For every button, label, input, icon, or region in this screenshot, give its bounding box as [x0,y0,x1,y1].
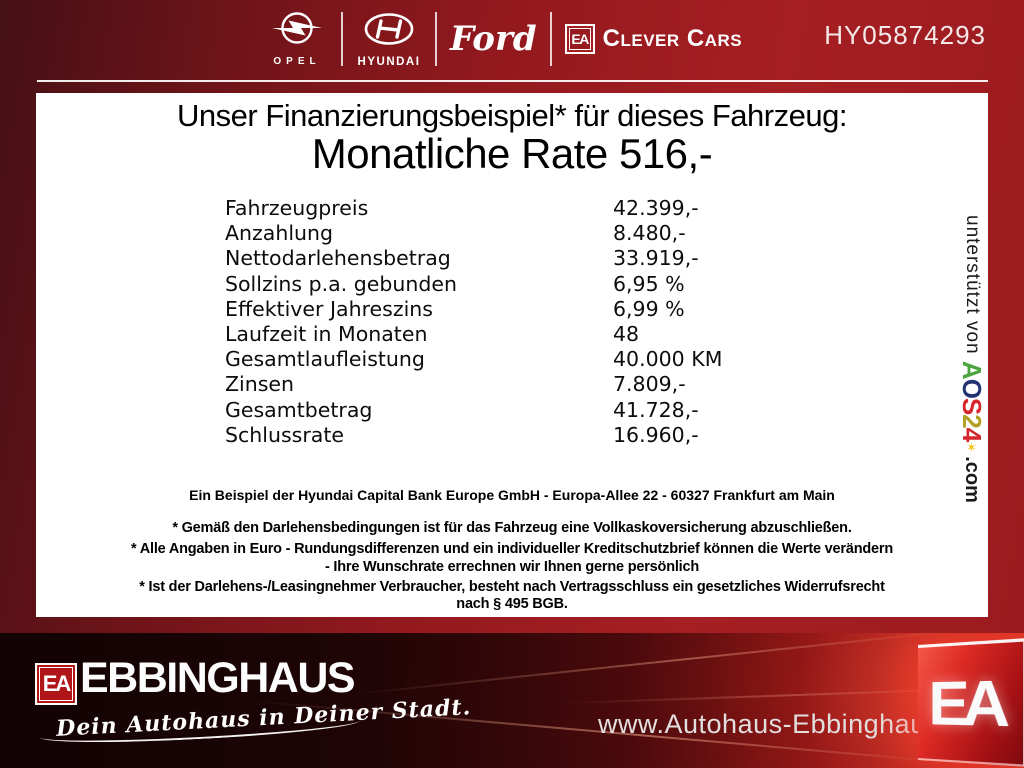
table-row: Fahrzeugpreis 42.399,- [225,196,845,221]
row-label: Schlussrate [225,422,344,447]
finance-title: Unser Finanzierungsbeispiel* für dieses … [177,98,847,133]
row-value: 6,95 % [613,271,685,296]
aos24-logo-letter: S [957,397,987,415]
bank-example-line: Ein Beispiel der Hyundai Capital Bank Eu… [189,487,835,503]
table-row: Nettodarlehensbetrag 33.919,- [225,246,845,271]
row-label: Sollzins p.a. gebunden [225,271,457,296]
hyundai-wordmark: HYUNDAI [357,56,421,68]
row-value: 8.480,- [613,221,686,246]
aos24-logo-letter: 4 [957,427,987,442]
row-value: 6,99 % [613,296,685,321]
aos24-domain-suffix: .com [961,456,983,503]
footer-bar: EA EBBINGHAUS Dein Autohaus in Deiner St… [0,633,1024,768]
finance-panel: Unser Finanzierungsbeispiel* für dieses … [36,93,988,617]
ea-box-icon: EA [564,24,595,54]
footnote-line: * Gemäß den Darlehensbedingungen ist für… [172,520,852,536]
supported-by-label: unterstützt von [962,215,983,361]
ford-script-icon: Ford [450,19,537,59]
aos24-star-icon: ✶ [965,441,980,457]
ebbinghaus-ea-badge-icon: EA [35,663,77,705]
aos24-logo-letter: O [957,378,987,398]
table-row: Effektiver Jahreszins 6,99 % [225,297,845,322]
table-row: Laufzeit in Monaten 48 [225,322,845,347]
ea-badge-letters: EA [42,671,72,696]
row-label: Laufzeit in Monaten [225,321,428,346]
aos24-logo-letter: 2 [957,414,987,428]
row-label: Gesamtlaufleistung [225,347,425,372]
ea-box-letters: EA [571,31,589,47]
clever-cars-logo: EA Clever Cars [564,10,743,68]
table-row: Sollzins p.a. gebunden 6,95 % [225,272,845,297]
opel-blitz-icon [266,10,328,51]
brand-logo-row: OPEL HYUNDAI Ford EA [266,10,742,68]
ebbinghaus-wordmark: EBBINGHAUS [80,654,356,702]
header-divider-line [37,80,988,82]
brand-divider [435,12,437,66]
aos24-logo-letter: A [957,360,987,379]
clever-cars-wordmark: Clever Cars [602,25,743,52]
monthly-rate-title: Monatliche Rate 516,- [311,130,713,177]
brand-divider [341,12,343,66]
row-value: 16.960,- [613,422,699,447]
row-value: 7.809,- [613,372,686,397]
ford-logo: Ford [450,10,537,68]
footnote-line: nach § 495 BGB. [456,596,568,612]
row-label: Anzahlung [225,221,334,246]
footnote-line: * Alle Angaben in Euro - Rundungsdiffere… [131,541,893,557]
vehicle-id: HY05874293 [824,20,986,50]
table-row: Anzahlung 8.480,- [225,221,845,246]
brand-divider [549,12,552,66]
opel-wordmark: OPEL [273,56,321,67]
table-row: Schlussrate 16.960,- [225,423,845,448]
row-value: 40.000 KM [613,347,723,372]
row-value: 48 [613,321,640,346]
table-row: Gesamtlaufleistung 40.000 KM [225,347,845,372]
footnote-line: * Ist der Darlehens-/Leasingnehmer Verbr… [139,579,885,595]
light-ray [559,687,979,705]
row-value: 41.728,- [613,397,699,422]
row-value: 42.399,- [613,196,699,220]
opel-logo: OPEL [266,10,328,67]
footnote-line: - Ihre Wunschrate errechnen wir Ihnen ge… [324,559,700,575]
row-label: Nettodarlehensbetrag [225,246,451,271]
row-label: Fahrzeugpreis [225,196,369,220]
ea-3d-logo-icon: EA [918,638,1024,767]
ea-3d-letters: EA [928,666,1003,740]
supported-by-vertical-text: unterstützt von AOS24✶.com [957,215,987,503]
table-row: Gesamtbetrag 41.728,- [225,398,845,423]
light-ray [350,633,968,696]
row-label: Zinsen [225,372,295,397]
finance-table: Fahrzeugpreis 42.399,- Anzahlung 8.480,-… [225,196,845,448]
hyundai-logo: HYUNDAI [356,10,422,68]
dealer-website-url: www.Autohaus-Ebbinghaus.de [598,709,979,739]
row-label: Gesamtbetrag [225,397,373,422]
row-label: Effektiver Jahreszins [225,296,433,321]
hyundai-h-icon [356,10,422,53]
row-value: 33.919,- [613,246,699,271]
table-row: Zinsen 7.809,- [225,372,845,397]
